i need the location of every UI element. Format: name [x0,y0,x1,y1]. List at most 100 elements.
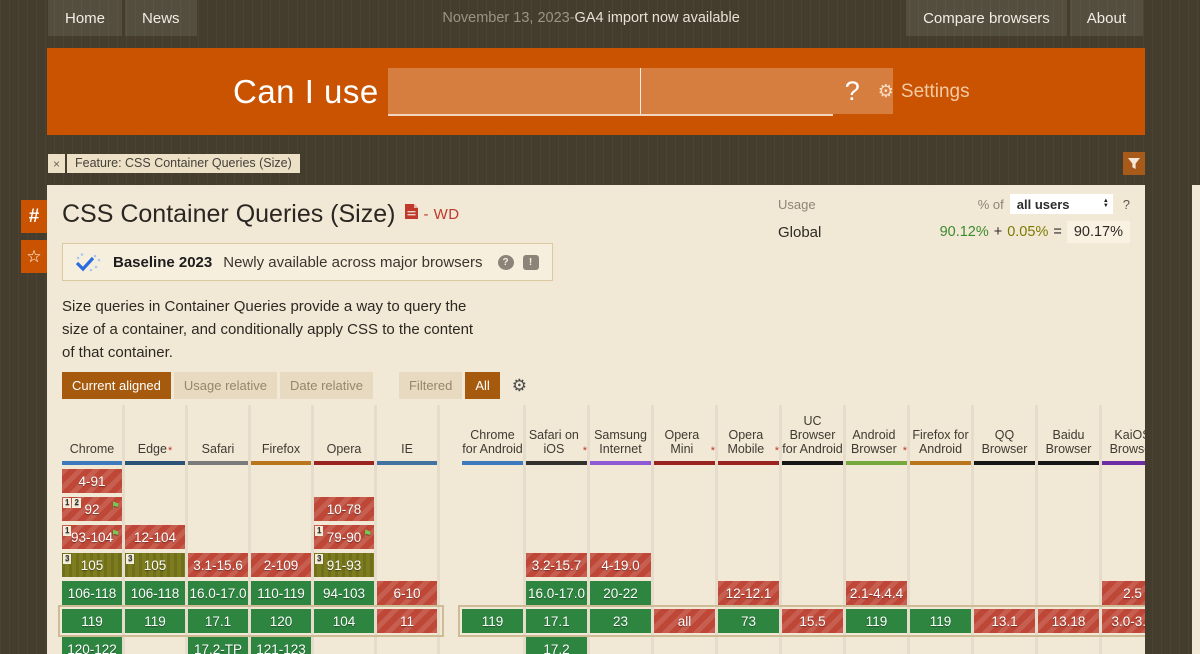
browser-header-ie[interactable]: IE [377,405,440,465]
note-badge: 3 [315,554,324,564]
version-slot [974,581,1038,605]
view-filtered[interactable]: Filtered [398,372,463,399]
browser-header-samsung-internet[interactable]: Samsung Internet [590,405,654,465]
support-cell[interactable]: 23 [590,609,651,633]
search-help[interactable]: ? [844,76,860,106]
support-cell[interactable]: 119 [846,609,907,633]
permalink-button[interactable]: # [21,200,47,233]
version-slot [974,525,1038,549]
nav-home[interactable]: Home [48,0,123,36]
support-cell[interactable]: 121-123 [251,637,311,654]
support-cell[interactable]: 13.1 [974,609,1035,633]
site-logo[interactable]: Can I use [233,72,379,110]
support-cell[interactable]: 110-119 [251,581,311,605]
browser-header-chrome[interactable]: Chrome [62,405,125,465]
support-cell[interactable]: 6-10 [377,581,437,605]
support-cell[interactable]: 4-91 [62,469,122,493]
remove-filter-button[interactable]: × [48,154,65,173]
support-cell[interactable]: 92 1 2 [62,497,122,521]
version-slot [462,637,526,654]
support-cell[interactable]: 93-104 1 [62,525,122,549]
browser-header-opera-mobile[interactable]: Opera Mobile * [718,405,782,465]
support-cell[interactable]: 104 [314,609,374,633]
support-cell[interactable]: 79-90 1 [314,525,374,549]
support-cell[interactable]: 17.1 [526,609,587,633]
support-cell[interactable]: 91-93 3 [314,553,374,577]
support-cell[interactable]: 12-104 [125,525,185,549]
browser-header-safari-on-ios[interactable]: Safari on iOS * [526,405,590,465]
usage-block: Usage % of all users ? Global 90.12% + 0… [778,193,1130,244]
support-cell[interactable]: 73 [718,609,779,633]
announcement[interactable]: November 13, 2023 - GA4 import now avail… [442,0,739,36]
baseline-feedback-icon[interactable]: ! [522,254,539,270]
support-cell[interactable]: 3.2-15.7 [526,553,587,577]
support-cell[interactable]: 2-109 [251,553,311,577]
nav-about[interactable]: About [1069,0,1143,36]
browser-color-bar [526,461,587,465]
support-cell[interactable]: 11 [377,609,437,633]
support-cell[interactable]: 17.2 [526,637,587,654]
support-cell[interactable]: 94-103 [314,581,374,605]
browser-header-uc-browser-for-android[interactable]: UC Browser for Android [782,405,846,465]
view-all[interactable]: All [465,372,500,399]
support-cell[interactable]: 2.5 [1102,581,1145,605]
support-cell[interactable]: 12-12.1 [718,581,779,605]
support-cell[interactable]: 13.18 [1038,609,1099,633]
browser-header-opera[interactable]: Opera [314,405,377,465]
support-cell[interactable]: 16.0-17.0 [188,581,248,605]
support-cell[interactable]: 15.5 [782,609,843,633]
support-cell[interactable]: 3.1-15.6 [188,553,248,577]
support-cell[interactable]: 16.0-17.0 [526,581,587,605]
browser-header-opera-mini[interactable]: Opera Mini * [654,405,718,465]
support-cell[interactable]: 105 3 [62,553,122,577]
support-cell[interactable]: 3.0-3.1 [1102,609,1145,633]
support-cell[interactable]: 119 [125,609,185,633]
browser-header-firefox[interactable]: Firefox [251,405,314,465]
nav-compare-browsers[interactable]: Compare browsers [906,0,1067,36]
support-cell[interactable]: 119 [910,609,971,633]
version-slot: 105 3 [125,553,188,577]
view-usage-relative[interactable]: Usage relative [173,372,277,399]
support-cell[interactable]: 17.2-TP [188,637,248,654]
usage-audience-select[interactable]: all users [1009,194,1113,214]
version-range: 4-91 [78,473,106,489]
support-cell[interactable]: 120 [251,609,311,633]
browser-header-android-browser[interactable]: Android Browser * [846,405,910,465]
support-cell[interactable]: 20-22 [590,581,651,605]
browser-header-qq-browser[interactable]: QQ Browser [974,405,1038,465]
support-cell[interactable]: 10-78 [314,497,374,521]
settings-button[interactable]: Settings [878,81,970,103]
support-cell[interactable]: 2.1-4.4.4 [846,581,907,605]
usage-audience-value: all users [1016,196,1070,212]
support-cell[interactable]: 4-19.0 [590,553,651,577]
support-cell[interactable]: 119 [62,609,122,633]
browser-header-safari[interactable]: Safari [188,405,251,465]
browser-header-chrome-for-android[interactable]: Chrome for Android [462,405,526,465]
browser-header-kaios-browser[interactable]: KaiOS Browser [1102,405,1145,465]
support-cell[interactable]: 105 3 [125,553,185,577]
baseline-help-icon[interactable]: ? [497,254,514,270]
table-settings-gear-icon[interactable] [512,376,527,396]
view-current-aligned[interactable]: Current aligned [62,372,171,399]
usage-help[interactable]: ? [1122,196,1130,212]
version-slot [782,469,846,493]
support-cell[interactable]: 120-122 [62,637,122,654]
search-input-primary[interactable] [387,67,641,114]
spec-status[interactable]: - WD [423,205,460,223]
nav-news[interactable]: News [125,0,197,36]
support-cell[interactable]: 17.1 [188,609,248,633]
browser-name: Chrome for Android [462,428,523,456]
filter-funnel-button[interactable] [1123,152,1145,175]
favorite-button[interactable]: ☆ [21,240,47,273]
spec-document-icon[interactable] [405,204,419,224]
view-date-relative[interactable]: Date relative [280,372,373,399]
browser-header-edge[interactable]: Edge * [125,405,188,465]
browser-header-baidu-browser[interactable]: Baidu Browser [1038,405,1102,465]
support-cell[interactable]: 119 [462,609,523,633]
support-cell[interactable]: 106-118 [62,581,122,605]
support-cell[interactable]: 106-118 [125,581,185,605]
support-cell[interactable]: all [654,609,715,633]
version-slot [910,553,974,577]
search-input-secondary[interactable] [640,67,893,114]
browser-header-firefox-for-android[interactable]: Firefox for Android [910,405,974,465]
